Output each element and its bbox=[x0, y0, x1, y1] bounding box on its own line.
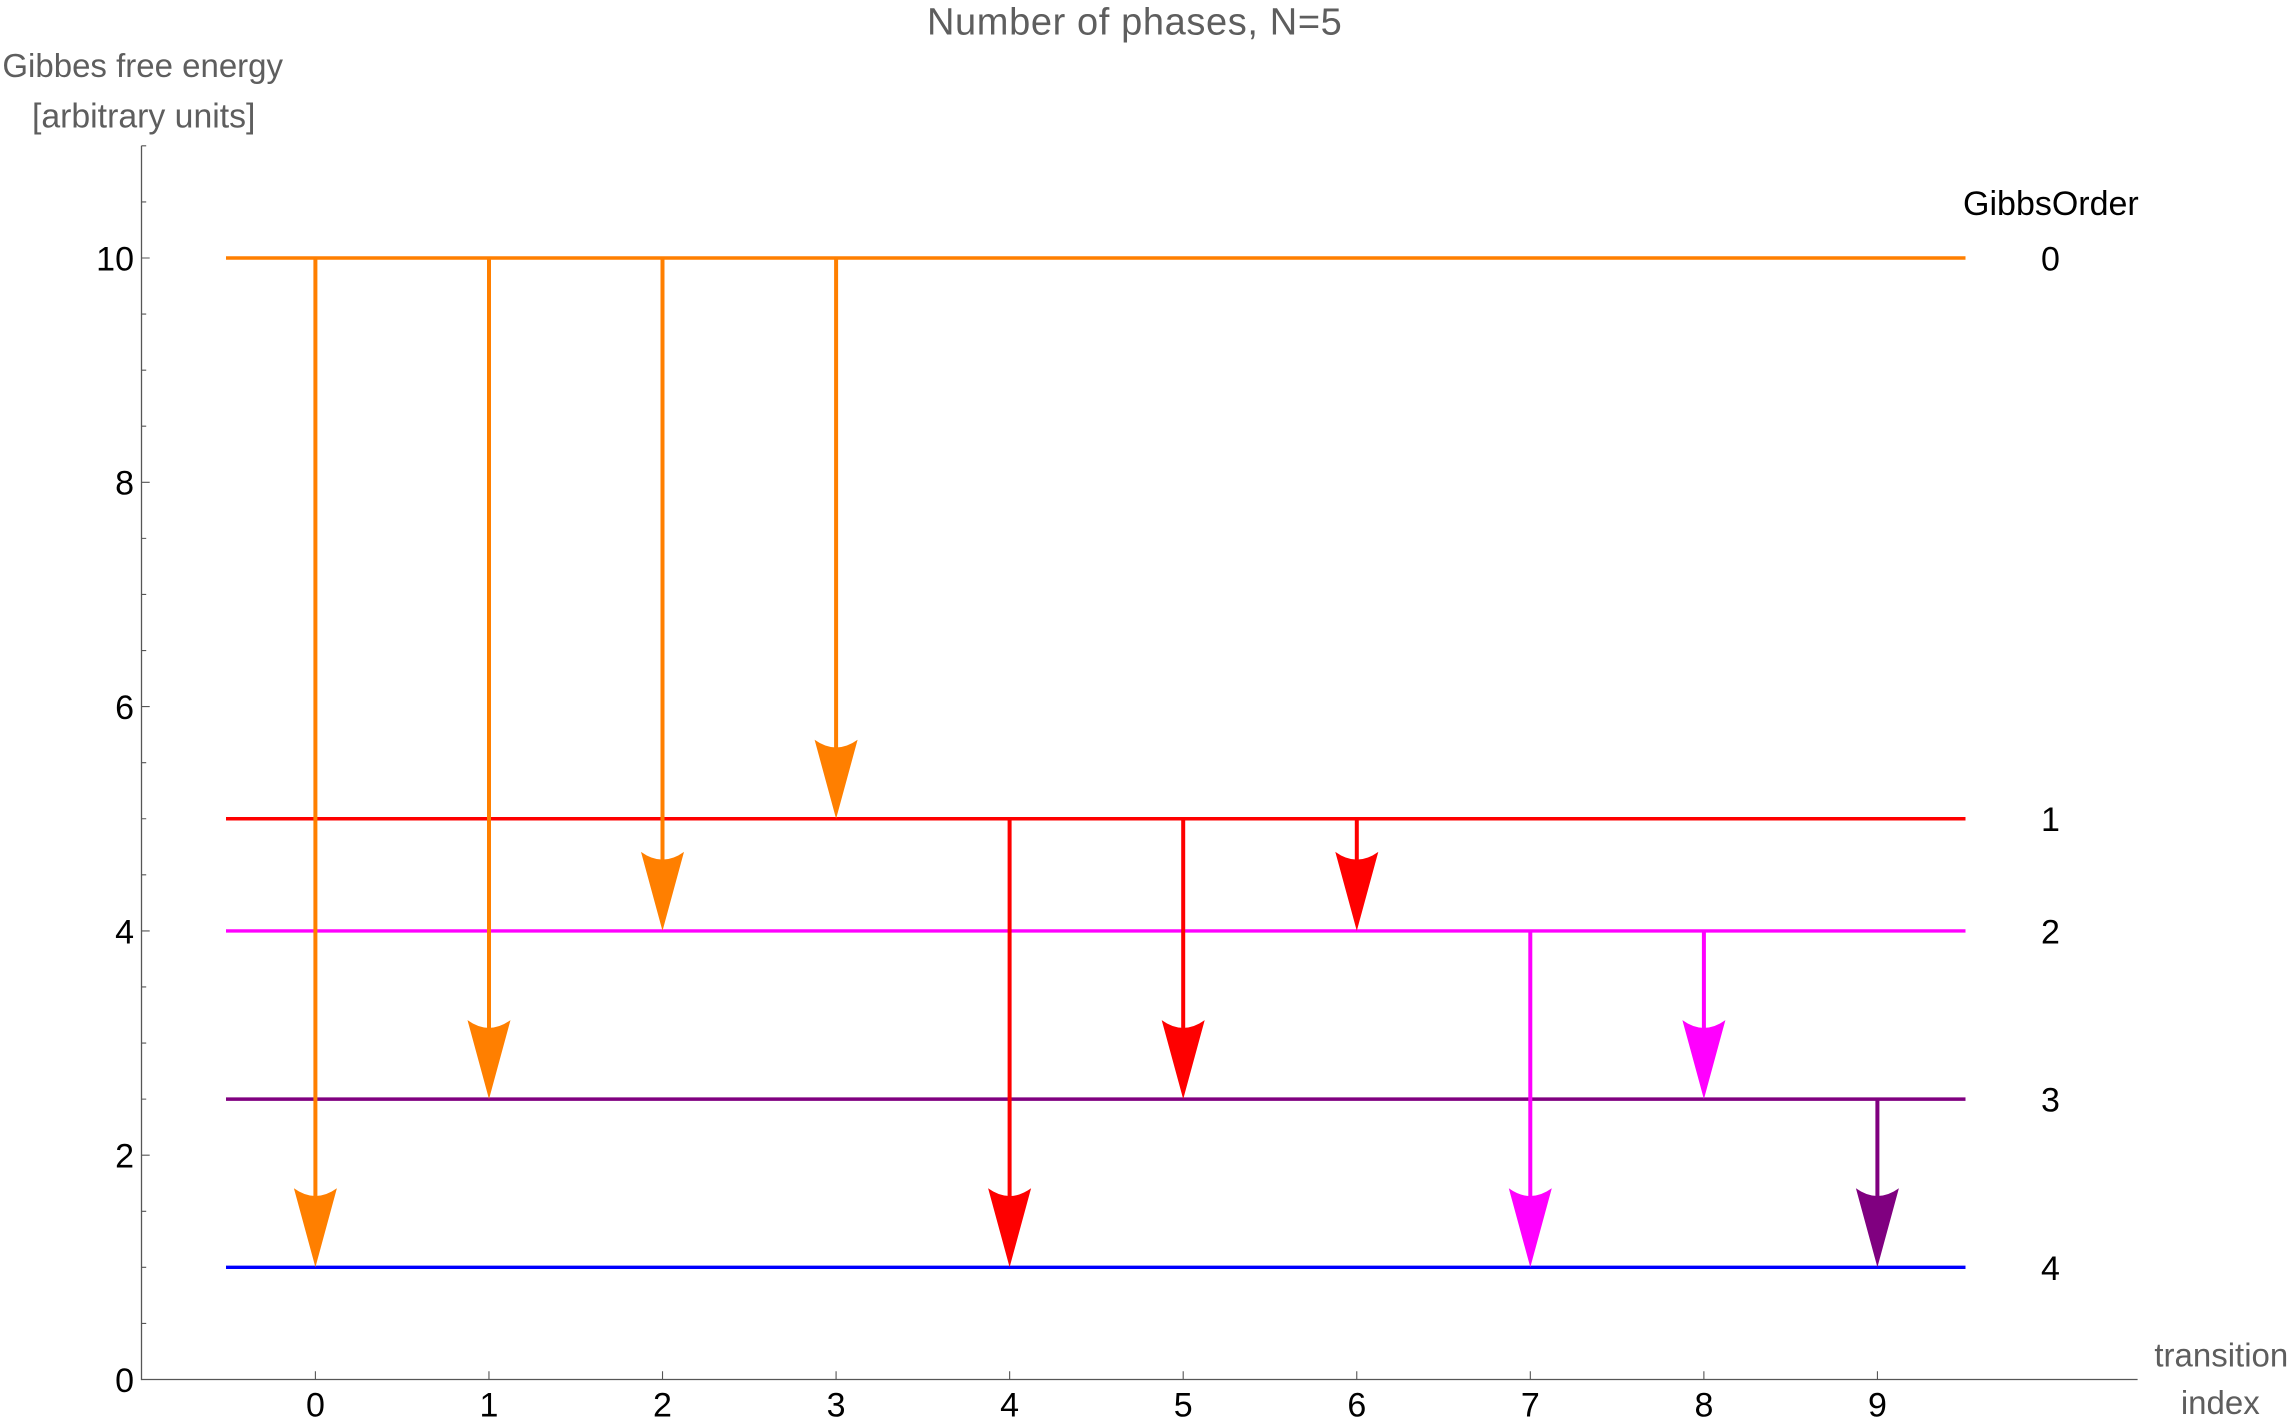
svg-text:6: 6 bbox=[1347, 1387, 1366, 1425]
svg-text:2: 2 bbox=[2041, 913, 2060, 951]
svg-text:0: 0 bbox=[2041, 240, 2060, 278]
svg-text:6: 6 bbox=[115, 689, 134, 727]
svg-text:4: 4 bbox=[115, 913, 134, 951]
svg-text:GibbsOrder: GibbsOrder bbox=[1963, 185, 2139, 223]
svg-text:2: 2 bbox=[653, 1387, 672, 1425]
svg-text:0: 0 bbox=[115, 1362, 134, 1400]
svg-text:4: 4 bbox=[1000, 1387, 1019, 1425]
svg-text:transition: transition bbox=[2154, 1336, 2288, 1373]
svg-text:index: index bbox=[2181, 1384, 2260, 1421]
svg-text:3: 3 bbox=[827, 1387, 846, 1425]
svg-text:Gibbes free energy: Gibbes free energy bbox=[2, 47, 283, 84]
svg-text:1: 1 bbox=[480, 1387, 499, 1425]
svg-text:0: 0 bbox=[306, 1387, 325, 1425]
svg-text:1: 1 bbox=[2041, 801, 2060, 839]
svg-text:8: 8 bbox=[1694, 1387, 1713, 1425]
svg-text:8: 8 bbox=[115, 465, 134, 503]
svg-text:10: 10 bbox=[96, 240, 134, 278]
svg-text:Number of phases, N=5: Number of phases, N=5 bbox=[927, 2, 1342, 44]
svg-text:[arbitrary units]: [arbitrary units] bbox=[32, 98, 256, 136]
svg-text:7: 7 bbox=[1521, 1387, 1540, 1425]
svg-text:5: 5 bbox=[1174, 1387, 1193, 1425]
svg-text:3: 3 bbox=[2041, 1082, 2060, 1120]
svg-text:2: 2 bbox=[115, 1138, 134, 1176]
svg-text:4: 4 bbox=[2041, 1250, 2060, 1288]
svg-text:9: 9 bbox=[1868, 1387, 1887, 1425]
